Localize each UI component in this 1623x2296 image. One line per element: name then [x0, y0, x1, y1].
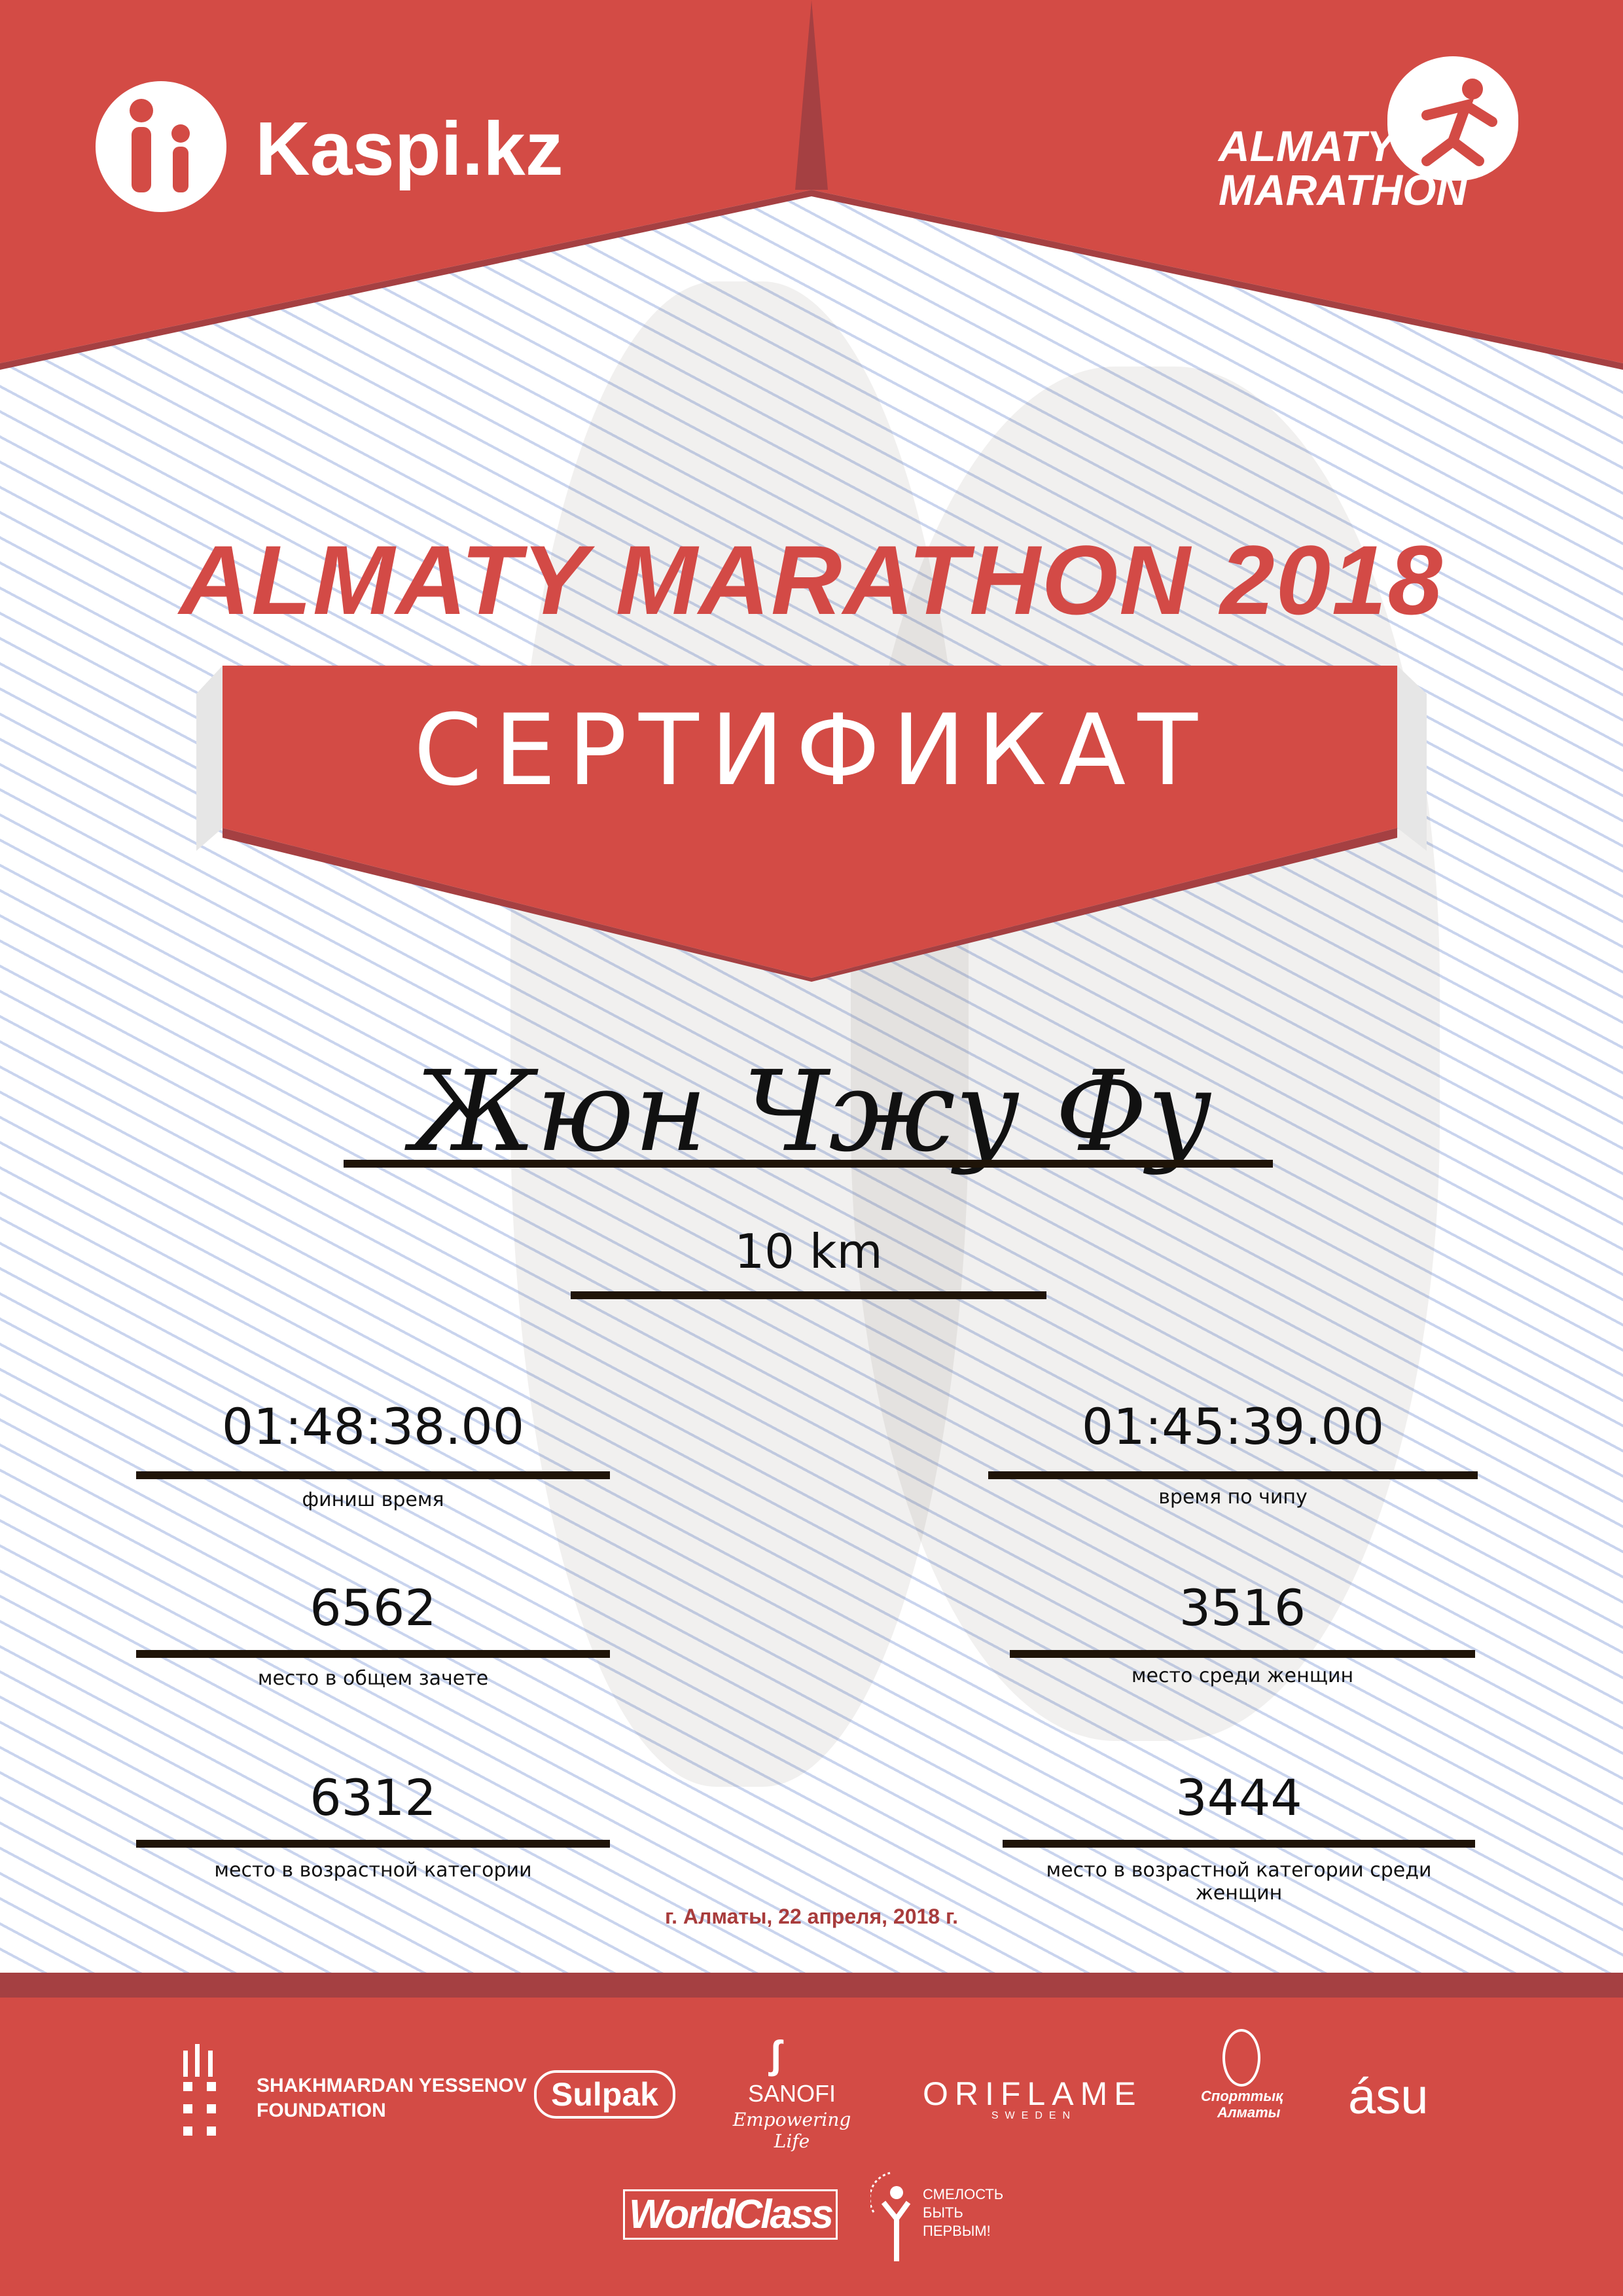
- women-place-underline: [1010, 1650, 1475, 1658]
- finish-time-underline: [136, 1471, 610, 1479]
- footer-sponsors: [0, 1998, 1623, 2296]
- fund-logo-line1: СМЕЛОСТЬ: [923, 2186, 1004, 2202]
- chip-time-label: время по чипу: [1158, 1486, 1308, 1509]
- footer-stripe: [0, 1973, 1623, 1998]
- fund-logo-line2: БЫТЬ: [923, 2204, 963, 2221]
- asu-logo: ásu: [1348, 2069, 1429, 2125]
- sanofi-logo: SANOFI: [747, 2080, 836, 2107]
- sport-almaty-logo-line2: Алматы: [1217, 2104, 1281, 2121]
- women-age-category-place-underline: [1003, 1840, 1475, 1848]
- yessenov-logo-line1: SHAKHMARDAN YESSENOV: [257, 2075, 527, 2096]
- participant-name: Жюн Чжу Фу: [411, 1047, 1212, 1177]
- oriflame-logo: ORIFLAME: [923, 2075, 1143, 2112]
- sanofi-tagline: Empowering Life: [732, 2109, 851, 2152]
- sport-almaty-emblem-icon: [1222, 2029, 1260, 2087]
- runner-photo-male: [510, 281, 969, 1787]
- finish-time-label: финиш время: [302, 1488, 444, 1511]
- finish-time-value: 01:48:38.00: [221, 1397, 525, 1456]
- date-location: г. Алматы, 22 апреля, 2018 г.: [665, 1905, 958, 1928]
- worldclass-logo: WorldClass: [623, 2189, 838, 2240]
- women-place-value: 3516: [1179, 1579, 1306, 1637]
- oriflame-sub: SWEDEN: [991, 2110, 1077, 2121]
- age-category-place-underline: [136, 1840, 610, 1848]
- sulpak-logo: Sulpak: [534, 2070, 675, 2119]
- almaty-marathon-logo-line1: ALMATY: [1219, 122, 1396, 170]
- kaspi-logo: [96, 81, 226, 212]
- yessenov-logo-icon: [182, 2044, 221, 2149]
- almaty-marathon-runner-icon: [1387, 56, 1518, 181]
- overall-place-value: 6562: [310, 1579, 437, 1637]
- women-age-category-place-value: 3444: [1175, 1768, 1302, 1827]
- header-shape: [0, 0, 1623, 370]
- background-pattern: [0, 0, 1623, 1973]
- chip-time-underline: [988, 1471, 1478, 1479]
- sanofi-bird-icon: ʃ: [769, 2033, 782, 2077]
- runner-photo-female: [851, 367, 1440, 1741]
- overall-place-label: место в общем зачете: [257, 1667, 489, 1690]
- chip-time-value: 01:45:39.00: [1081, 1397, 1385, 1456]
- sport-almaty-logo-line1: Спорттық: [1201, 2088, 1283, 2104]
- yessenov-logo-line2: FOUNDATION: [257, 2100, 386, 2121]
- women-place-label: место среди женщин: [1131, 1664, 1354, 1687]
- almaty-marathon-logo-line2: MARATHON: [1219, 166, 1468, 214]
- overall-place-underline: [136, 1650, 610, 1658]
- fund-logo-line3: ПЕРВЫМ!: [923, 2223, 991, 2239]
- kaspi-logo-text: Kaspi.kz: [255, 106, 563, 191]
- distance-underline: [571, 1291, 1046, 1299]
- women-age-category-place-label: место в возрастной категории среди женщи…: [1046, 1859, 1432, 1905]
- age-category-place-value: 6312: [310, 1768, 437, 1827]
- distance: 10 km: [734, 1224, 883, 1279]
- name-underline: [344, 1160, 1273, 1168]
- fund-runner-icon: [868, 2166, 916, 2265]
- event-title: ALMATY MARATHON 2018: [179, 525, 1444, 635]
- age-category-place-label: место в возрастной категории: [214, 1859, 532, 1882]
- certificate-heading: СЕРТИФИКАТ: [414, 694, 1209, 808]
- kaspi-family-icon: [130, 99, 190, 192]
